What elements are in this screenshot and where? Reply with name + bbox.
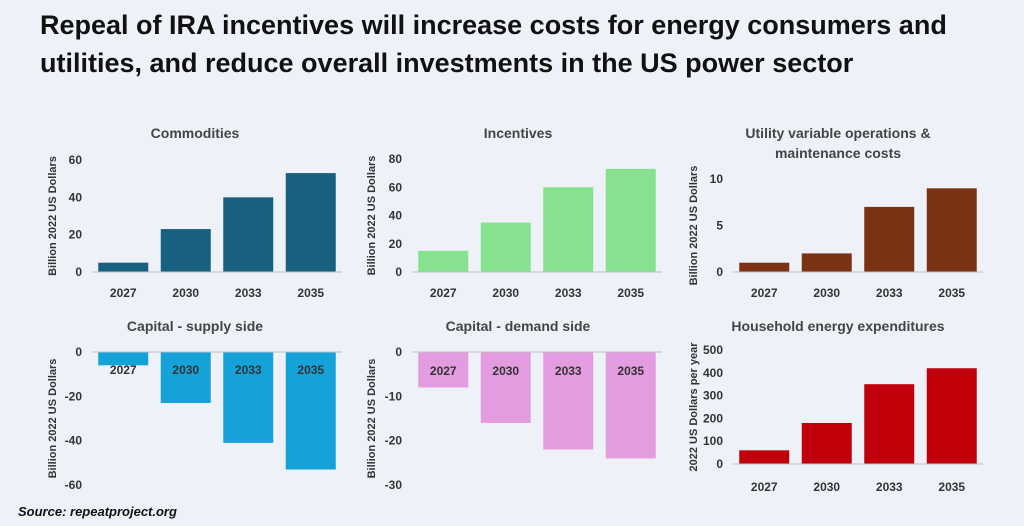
chart-panel-3: Utility variable operations & maintenance… — [688, 125, 983, 300]
bar-2035 — [285, 173, 336, 272]
x-tick-label: 2035 — [297, 286, 324, 300]
y-tick-label: 10 — [710, 172, 724, 186]
y-tick-label: 60 — [389, 180, 403, 194]
chart-title: Commodities — [151, 125, 240, 141]
bar-2035 — [605, 352, 656, 459]
y-tick-label: 300 — [703, 389, 723, 403]
bar-2030 — [801, 422, 852, 464]
y-tick-label: 200 — [703, 411, 723, 425]
bar-2035 — [285, 352, 336, 470]
chart-panel-5: Capital - demand side Billion 2022 US Dol… — [366, 318, 662, 492]
chart-title: Household energy expenditures — [731, 318, 944, 334]
bar-2030 — [801, 253, 852, 272]
x-tick-label: 2035 — [617, 286, 644, 300]
y-tick-label: 20 — [69, 228, 83, 242]
y-axis-label: Billion 2022 US Dollars — [688, 166, 700, 286]
bar-2027 — [98, 352, 149, 366]
x-tick-label: 2030 — [813, 480, 840, 494]
x-tick-label: 2033 — [555, 364, 582, 378]
chart-title: Incentives — [484, 125, 553, 141]
bar-2033 — [864, 384, 915, 464]
bar-2033 — [223, 197, 274, 272]
bar-2027 — [739, 262, 790, 272]
bar-2035 — [605, 168, 656, 272]
bar-2030 — [480, 352, 531, 423]
chart-title: Capital - demand side — [446, 318, 591, 334]
chart-title: Utility variable operations & maintenance… — [745, 125, 930, 161]
bar-2030 — [480, 222, 531, 272]
bar-2033 — [864, 206, 915, 272]
x-tick-label: 2027 — [430, 364, 457, 378]
y-tick-label: -20 — [385, 434, 403, 448]
y-tick-label: 0 — [395, 345, 402, 359]
page-title: Repeal of IRA incentives will increase c… — [40, 10, 947, 78]
y-tick-label: 40 — [69, 190, 83, 204]
bar-2035 — [926, 368, 977, 464]
source-note: Source: repeatproject.org — [18, 504, 177, 519]
bar-2027 — [418, 352, 469, 388]
y-tick-label: 0 — [395, 265, 402, 279]
bar-2027 — [98, 262, 149, 272]
x-tick-label: 2030 — [492, 364, 519, 378]
x-tick-label: 2035 — [297, 363, 324, 377]
x-tick-label: 2030 — [172, 363, 199, 377]
x-tick-label: 2033 — [876, 480, 903, 494]
y-axis-label: Billion 2022 US Dollars — [47, 156, 59, 276]
y-tick-label: -30 — [385, 478, 403, 492]
y-tick-label: 20 — [389, 237, 403, 251]
x-tick-label: 2033 — [876, 286, 903, 300]
y-tick-label: 5 — [716, 219, 723, 233]
y-tick-label: -60 — [65, 478, 83, 492]
y-tick-label: -40 — [65, 434, 83, 448]
bar-2030 — [160, 352, 211, 403]
x-tick-label: 2027 — [751, 286, 778, 300]
bar-2030 — [160, 229, 211, 272]
bar-2033 — [223, 352, 274, 443]
bar-2027 — [739, 450, 790, 464]
x-tick-label: 2027 — [751, 480, 778, 494]
x-tick-label: 2027 — [110, 363, 137, 377]
x-tick-label: 2027 — [430, 286, 457, 300]
x-tick-label: 2035 — [938, 480, 965, 494]
chart-panel-2: Incentives Billion 2022 US Dollars 0 20 40 60… — [366, 125, 662, 300]
y-tick-label: 100 — [703, 434, 723, 448]
y-tick-label: 60 — [69, 153, 83, 167]
y-tick-label: -20 — [65, 389, 83, 403]
bar-2033 — [543, 352, 594, 450]
x-tick-label: 2035 — [938, 286, 965, 300]
x-tick-label: 2033 — [555, 286, 582, 300]
y-axis-label: Billion 2022 US Dollars — [366, 156, 378, 276]
bar-2033 — [543, 187, 594, 272]
x-tick-label: 2033 — [235, 286, 262, 300]
x-tick-label: 2035 — [617, 364, 644, 378]
chart-panel-1: Commodities Billion 2022 US Dollars 0 20 40 6… — [47, 125, 342, 300]
y-tick-label: 0 — [75, 345, 82, 359]
x-tick-label: 2033 — [235, 363, 262, 377]
x-tick-label: 2030 — [492, 286, 519, 300]
y-tick-label: 0 — [75, 265, 82, 279]
chart-title: Capital - supply side — [127, 318, 263, 334]
chart-panel-4: Capital - supply side Billion 2022 US Dol… — [47, 318, 342, 492]
y-tick-label: 80 — [389, 152, 403, 166]
x-tick-label: 2030 — [813, 286, 840, 300]
bar-2027 — [418, 250, 469, 272]
y-tick-label: 0 — [716, 265, 723, 279]
chart-panel-6: Household energy expenditures 2022 US Dol… — [688, 318, 983, 494]
y-tick-label: 400 — [703, 366, 723, 380]
y-tick-label: -10 — [385, 389, 403, 403]
y-tick-label: 40 — [389, 209, 403, 223]
bar-2035 — [926, 188, 977, 272]
x-tick-label: 2027 — [110, 286, 137, 300]
y-axis-label: Billion 2022 US Dollars — [47, 359, 59, 479]
y-axis-label: Billion 2022 US Dollars — [366, 359, 378, 479]
y-tick-label: 0 — [716, 457, 723, 471]
y-tick-label: 500 — [703, 343, 723, 357]
y-axis-label: 2022 US Dollars per year — [688, 342, 700, 472]
x-tick-label: 2030 — [172, 286, 199, 300]
